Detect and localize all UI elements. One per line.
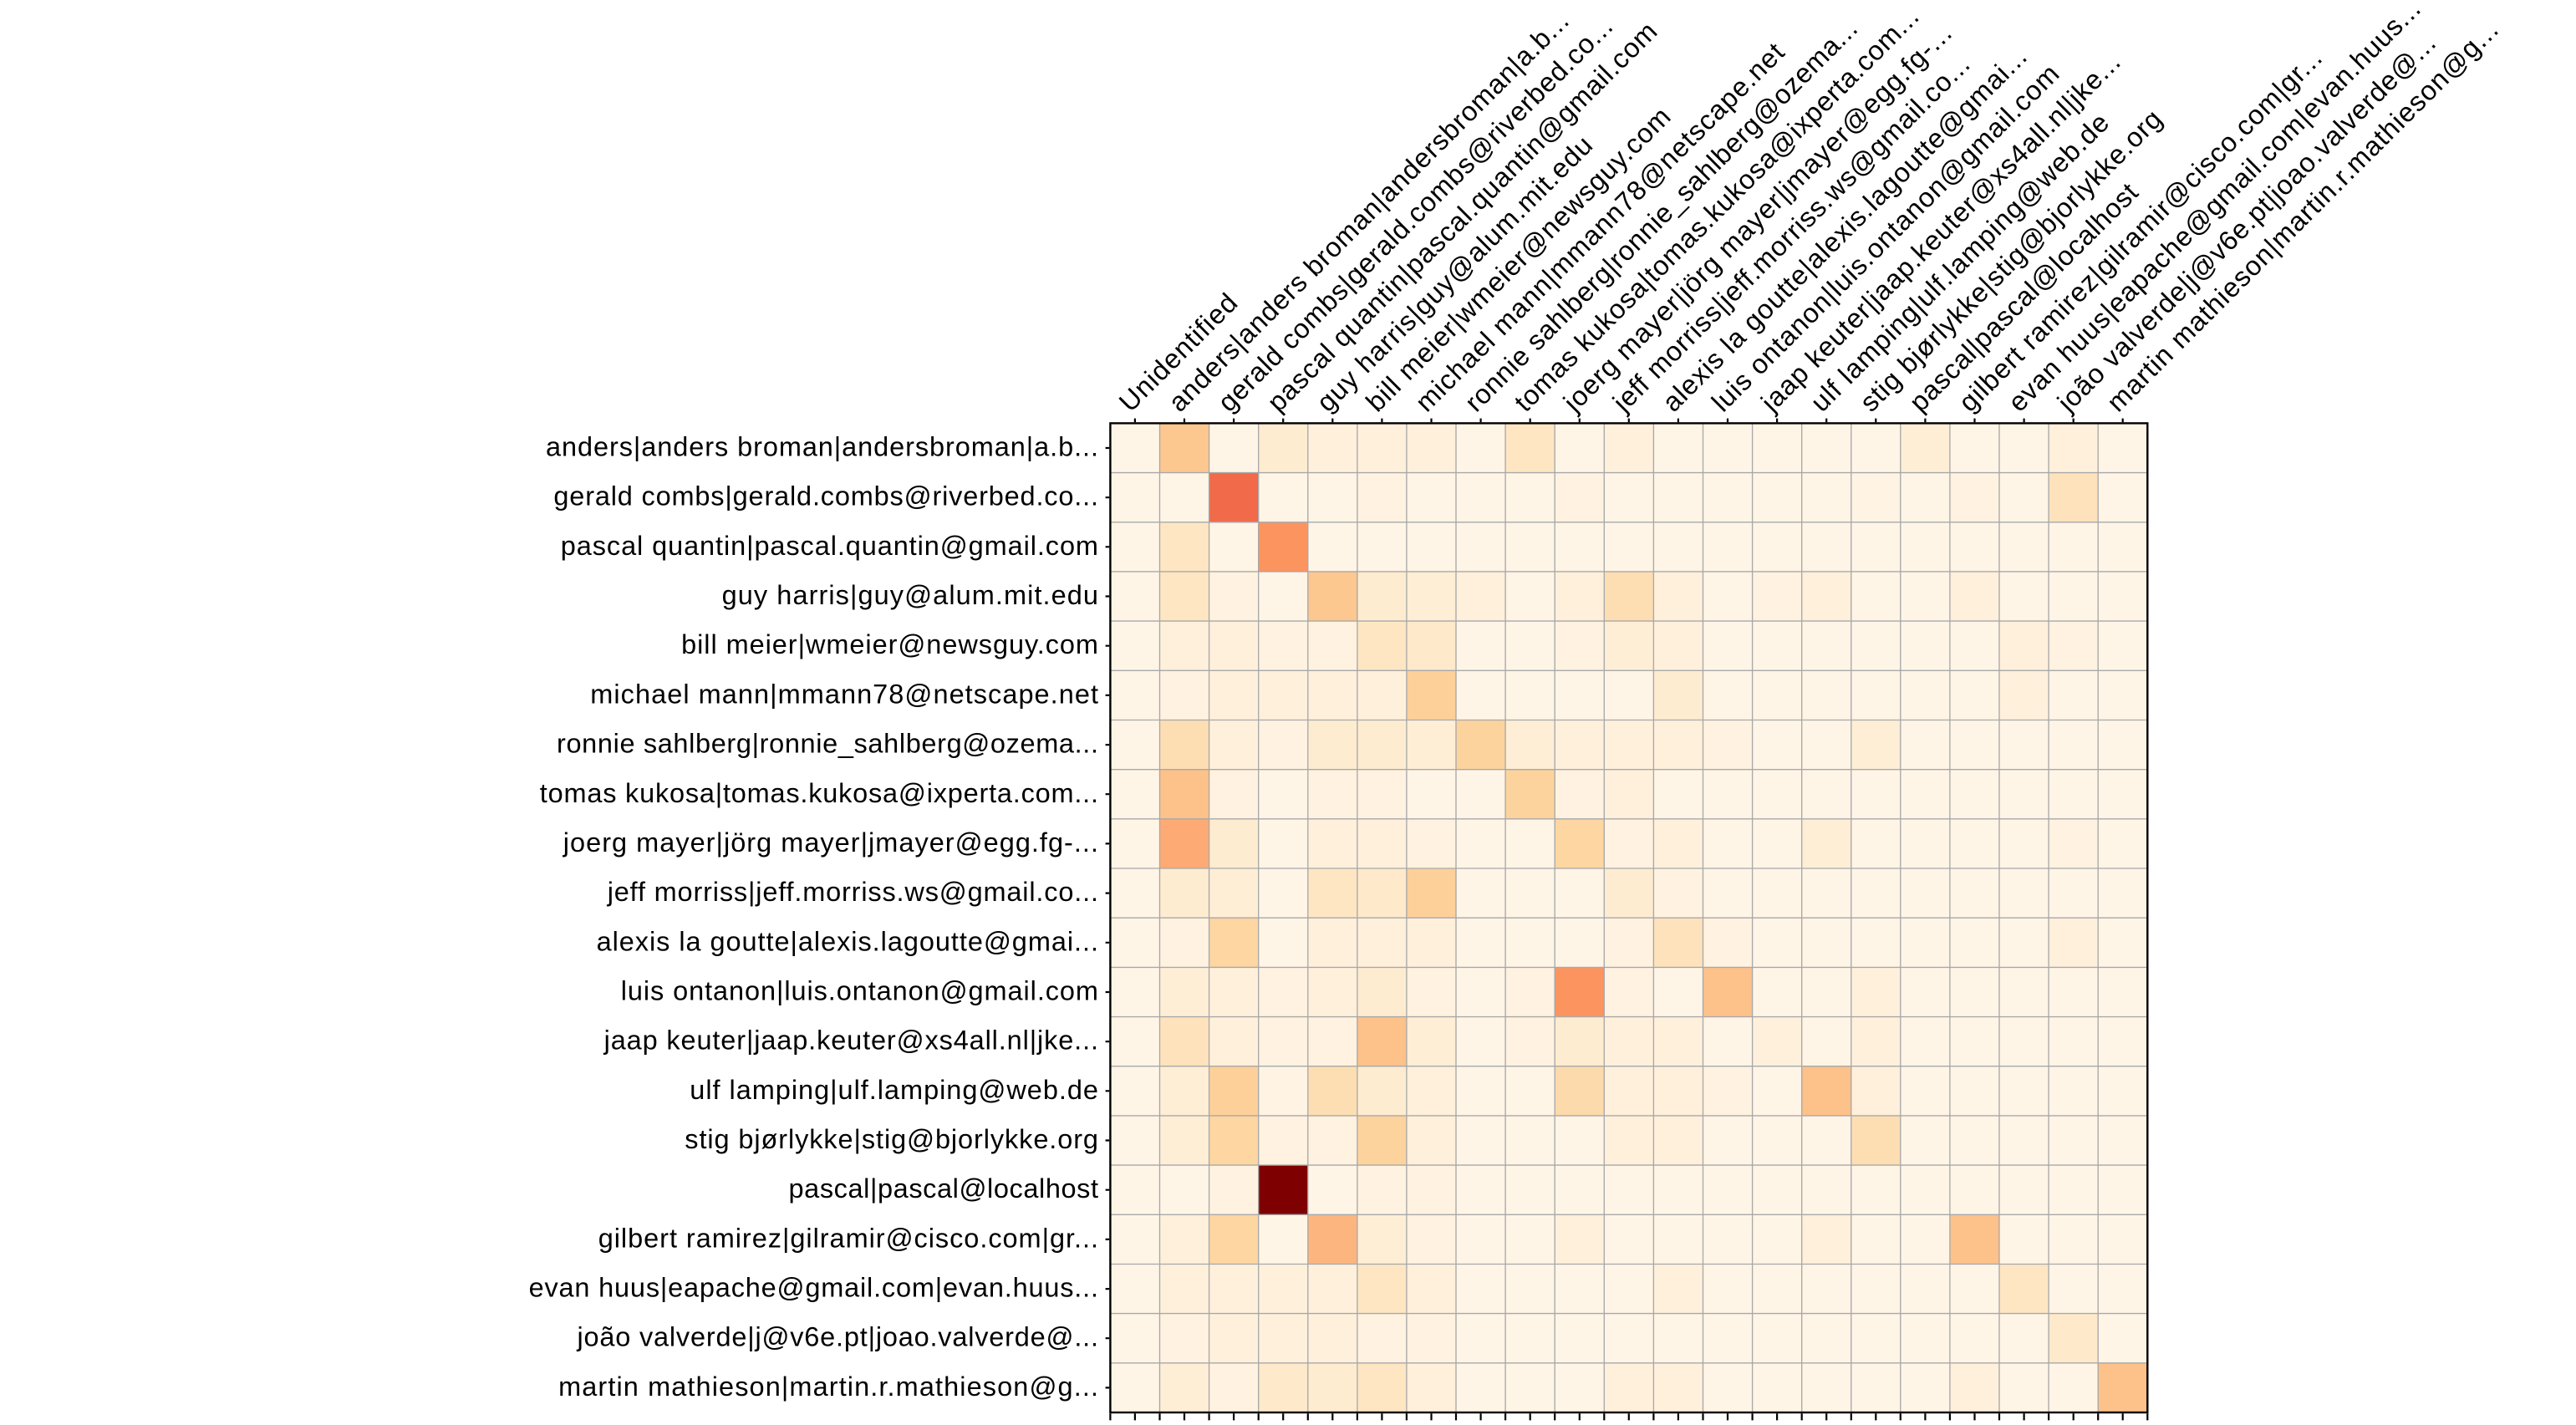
svg-text:ulf lamping|ulf.lamping@web.de: ulf lamping|ulf.lamping@web.de xyxy=(690,1075,1098,1105)
svg-text:guy harris|guy@alum.mit.edu: guy harris|guy@alum.mit.edu xyxy=(722,580,1098,610)
svg-text:jaap keuter|jaap.keuter@xs4all: jaap keuter|jaap.keuter@xs4all.nl|jke... xyxy=(603,1025,1098,1056)
svg-text:tomas kukosa|tomas.kukosa@ixpe: tomas kukosa|tomas.kukosa@ixperta.com... xyxy=(540,778,1098,808)
svg-text:alexis la goutte|alexis.lagout: alexis la goutte|alexis.lagoutte@gmai... xyxy=(597,926,1098,956)
svg-text:pascal|pascal@localhost: pascal|pascal@localhost xyxy=(789,1173,1099,1204)
svg-text:jeff morriss|jeff.morriss.ws@g: jeff morriss|jeff.morriss.ws@gmail.co... xyxy=(607,877,1098,907)
svg-text:gilbert ramirez|gilramir@cisco: gilbert ramirez|gilramir@cisco.com|gr... xyxy=(598,1223,1098,1253)
svg-text:ronnie sahlberg|ronnie_sahlber: ronnie sahlberg|ronnie_sahlberg@ozema... xyxy=(557,729,1098,759)
svg-text:joerg mayer|jörg mayer|jmayer@: joerg mayer|jörg mayer|jmayer@egg.fg-... xyxy=(563,827,1098,858)
svg-text:gerald combs|gerald.combs@rive: gerald combs|gerald.combs@riverbed.co... xyxy=(553,481,1098,511)
svg-text:anders|anders broman|andersbro: anders|anders broman|andersbroman|a.b... xyxy=(546,432,1098,462)
svg-text:luis ontanon|luis.ontanon@gmai: luis ontanon|luis.ontanon@gmail.com xyxy=(621,976,1098,1006)
svg-text:evan huus|eapache@gmail.com|ev: evan huus|eapache@gmail.com|evan.huus... xyxy=(529,1273,1098,1303)
svg-text:michael mann|mmann78@netscape.: michael mann|mmann78@netscape.net xyxy=(590,679,1098,709)
svg-text:joão valverde|j@v6e.pt|joao.va: joão valverde|j@v6e.pt|joao.valverde@... xyxy=(577,1322,1099,1352)
svg-text:bill meier|wmeier@newsguy.com: bill meier|wmeier@newsguy.com xyxy=(681,629,1098,659)
svg-text:stig bjørlykke|stig@bjorlykke.: stig bjørlykke|stig@bjorlykke.org xyxy=(685,1124,1098,1154)
svg-text:martin mathieson|martin.r.math: martin mathieson|martin.r.mathieson@g... xyxy=(558,1372,1098,1402)
svg-text:pascal quantin|pascal.quantin@: pascal quantin|pascal.quantin@gmail.com xyxy=(561,531,1098,561)
